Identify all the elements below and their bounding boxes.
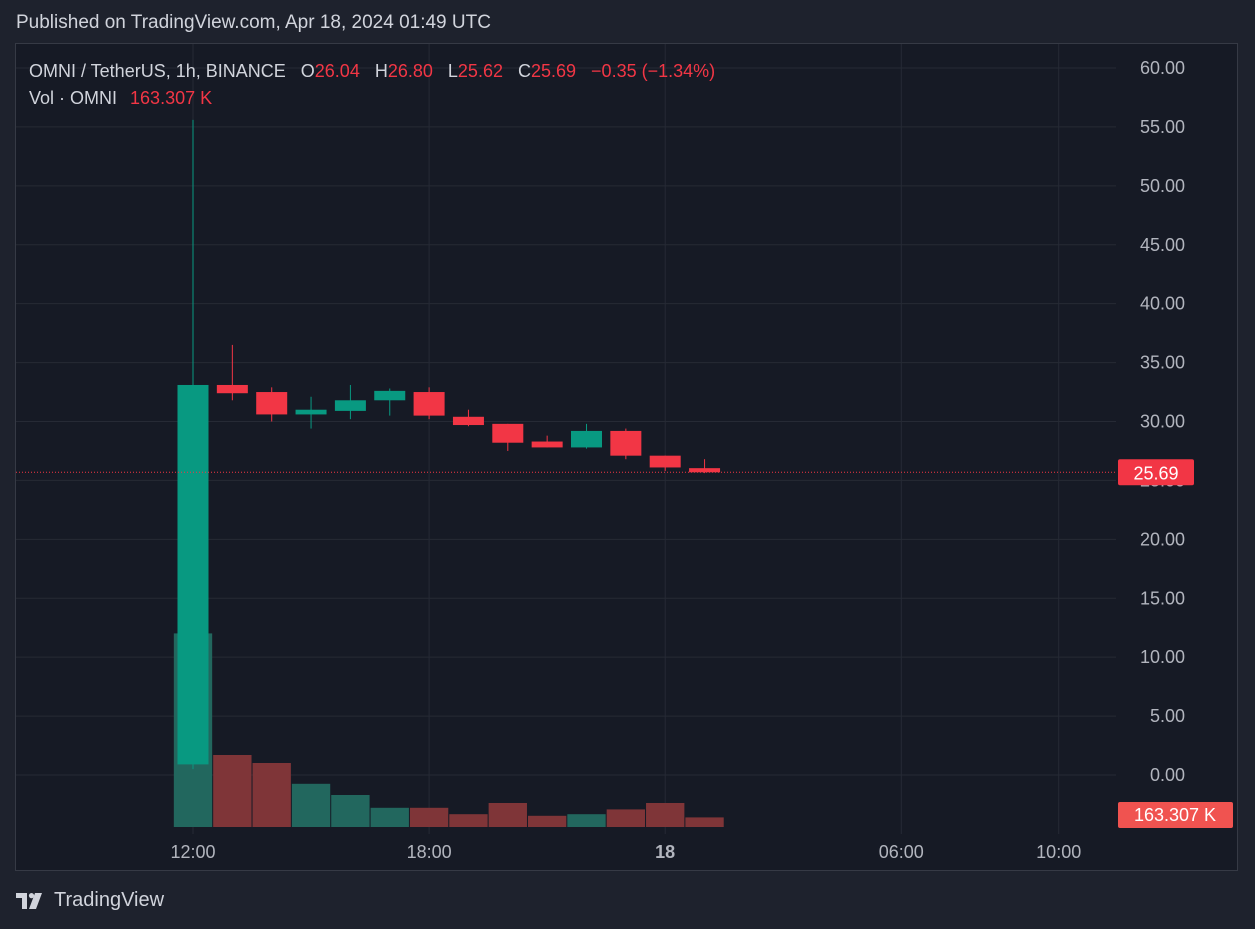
- y-tick-label: 60.00: [1140, 58, 1185, 78]
- legend-symbol: OMNI / TetherUS, 1h, BINANCE: [29, 61, 286, 81]
- price-axis: 60.0055.0050.0045.0040.0035.0030.0025.00…: [1140, 58, 1185, 785]
- candle-body: [610, 430, 642, 456]
- candle-body: [374, 390, 406, 401]
- volume-bar: [370, 807, 409, 827]
- y-tick-label: 30.00: [1140, 412, 1185, 432]
- legend-ohlc-row: OMNI / TetherUS, 1h, BINANCE O26.04 H26.…: [29, 58, 715, 85]
- y-tick-label: 35.00: [1140, 353, 1185, 373]
- last-volume-tag-label: 163.307 K: [1134, 805, 1216, 825]
- legend-open-label: O: [300, 61, 315, 81]
- volume-bar: [527, 815, 567, 827]
- y-tick-label: 55.00: [1140, 117, 1185, 137]
- y-tick-label: 5.00: [1150, 706, 1185, 726]
- tradingview-brand[interactable]: TradingView: [16, 889, 164, 912]
- volume-bars: [173, 633, 724, 827]
- x-tick-label: 18: [655, 842, 675, 862]
- legend-low-value: 25.62: [457, 61, 503, 81]
- candle-body: [334, 400, 366, 411]
- legend-volume-label: Vol · OMNI: [29, 88, 118, 108]
- candle-body: [413, 392, 445, 416]
- x-tick-label: 10:00: [1036, 842, 1081, 862]
- y-tick-label: 15.00: [1140, 588, 1185, 608]
- candle-body: [531, 441, 563, 448]
- volume-bar: [291, 783, 331, 827]
- legend-volume-row: Vol · OMNI 163.307 K: [29, 85, 715, 112]
- legend-close-value: 25.69: [530, 61, 577, 81]
- tradingview-wordmark: TradingView: [54, 889, 165, 911]
- volume-bar: [488, 803, 527, 827]
- legend-low-label: L: [447, 61, 458, 81]
- volume-bar: [449, 814, 488, 827]
- published-caption: Published on TradingView.com, Apr 18, 20…: [16, 12, 491, 33]
- candle-body: [492, 423, 524, 443]
- volume-bar: [331, 795, 370, 827]
- legend-volume-value: 163.307 K: [130, 88, 213, 108]
- volume-bar: [567, 814, 606, 827]
- tradingview-logo-icon: [16, 892, 46, 909]
- chart-frame[interactable]: [15, 43, 1238, 871]
- candle-body: [689, 468, 721, 473]
- x-tick-label: 06:00: [879, 842, 924, 862]
- candle-body: [256, 392, 288, 415]
- volume-bar: [685, 817, 724, 827]
- volume-bar: [409, 807, 449, 827]
- legend-high-label: H: [374, 61, 388, 81]
- axis-tags: 25.69 163.307 K: [1118, 459, 1233, 828]
- y-tick-label: 0.00: [1150, 765, 1185, 785]
- candle-body: [295, 409, 327, 415]
- candles: [177, 119, 721, 770]
- y-tick-label: 50.00: [1140, 176, 1185, 196]
- y-tick-label: 40.00: [1140, 294, 1185, 314]
- x-tick-label: 18:00: [407, 842, 452, 862]
- legend-change: −0.35 (−1.34%): [591, 61, 716, 81]
- candle-body: [571, 430, 602, 448]
- last-volume-tag: [1118, 802, 1233, 828]
- last-price-tag-label: 25.69: [1133, 463, 1178, 483]
- legend-high-value: 26.80: [387, 61, 433, 81]
- volume-bar: [606, 809, 646, 827]
- volume-bar: [646, 803, 685, 827]
- grid-lines: [16, 44, 1116, 834]
- legend-close-label: C: [517, 61, 531, 81]
- x-tick-label: 12:00: [170, 842, 215, 862]
- y-tick-label: 10.00: [1140, 647, 1185, 667]
- candle-body: [177, 384, 209, 765]
- candle-body: [649, 455, 681, 468]
- time-axis: 12:00 18:00 18 06:00 10:00: [170, 842, 1081, 862]
- y-tick-label: 20.00: [1140, 529, 1185, 549]
- y-tick-label: 45.00: [1140, 235, 1185, 255]
- volume-bar: [252, 763, 291, 827]
- candle-body: [216, 384, 248, 394]
- volume-bar: [213, 755, 252, 827]
- legend-open-value: 26.04: [314, 61, 360, 81]
- last-price-tag: [1118, 459, 1194, 486]
- legend: OMNI / TetherUS, 1h, BINANCE O26.04 H26.…: [29, 58, 715, 112]
- candle-body: [452, 416, 484, 426]
